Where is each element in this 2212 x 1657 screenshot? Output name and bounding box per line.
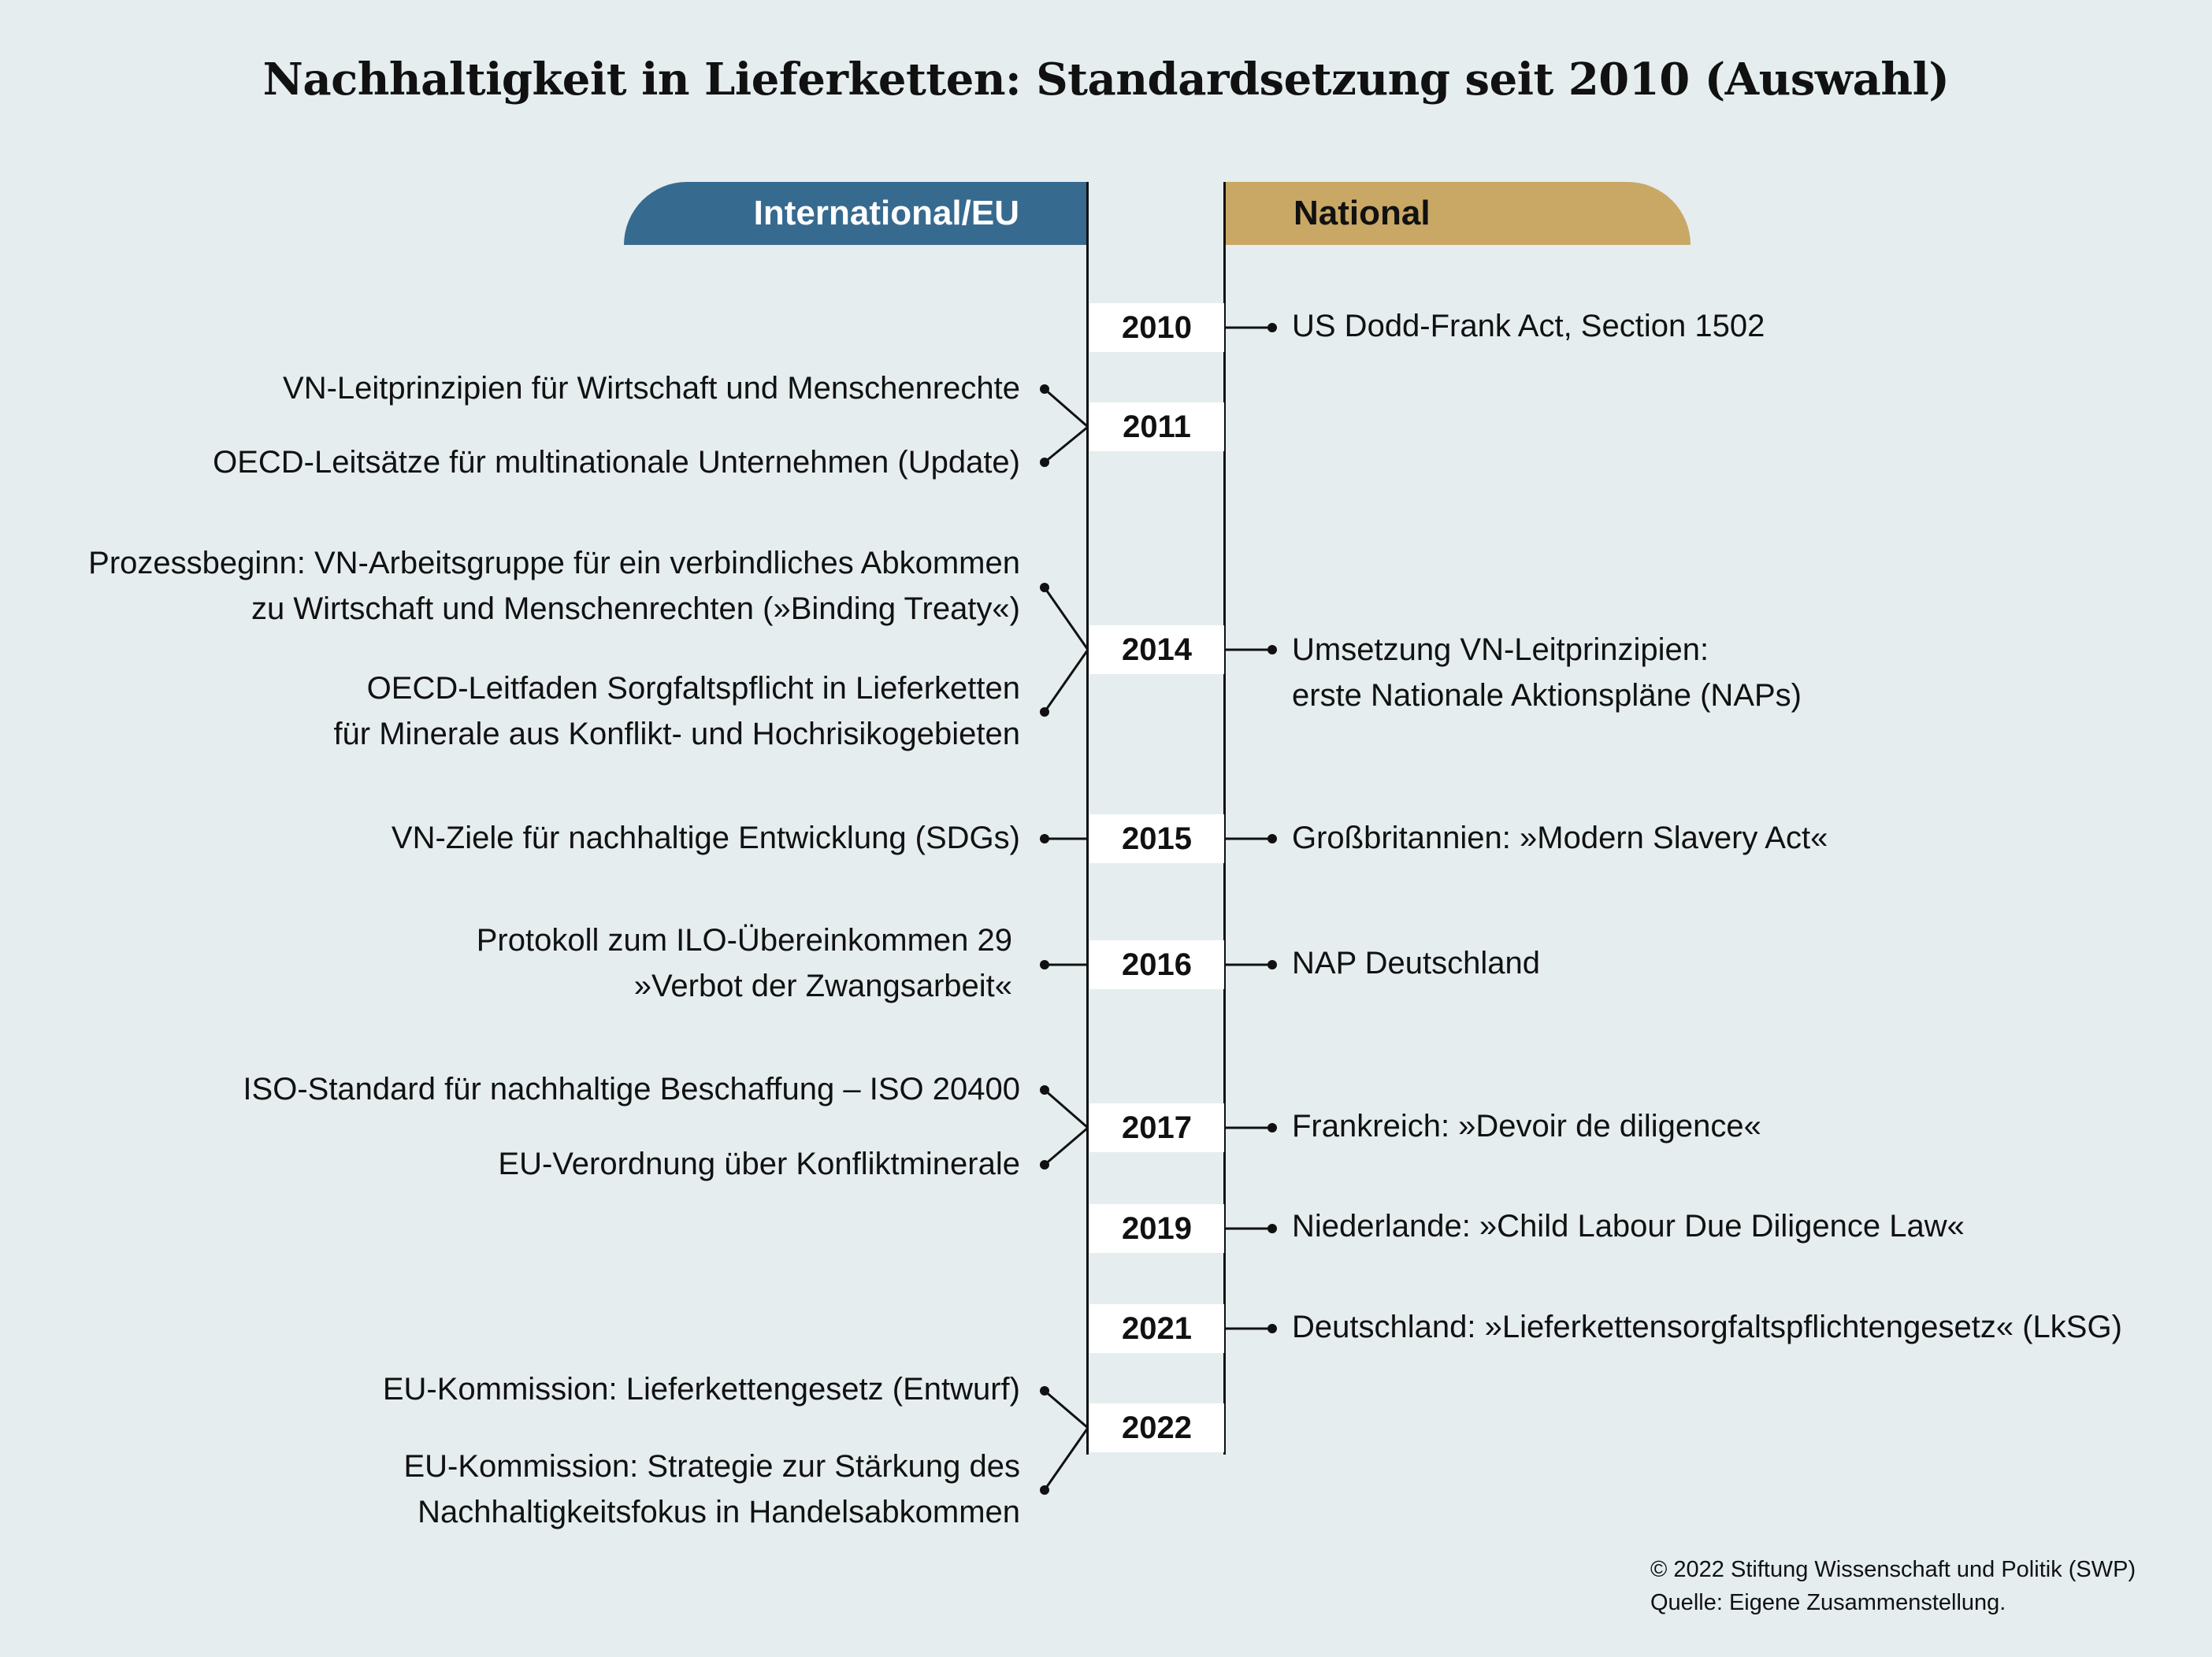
intl-2014-oecd-leitfaden-line2: für Minerale aus Konflikt- und Hochrisik… [333, 717, 1020, 751]
intl-2017-iso-20400: ISO-Standard für nachhaltige Beschaffung… [243, 1072, 1020, 1107]
footer-copyright: © 2022 Stiftung Wissenschaft und Politik… [1650, 1557, 2136, 1582]
year-2021: 2021 [1089, 1304, 1224, 1353]
nat-2019-child-labour: Niederlande: »Child Labour Due Diligence… [1292, 1209, 1965, 1244]
nat-2014-naps-line2: erste Nationale Aktionspläne (NAPs) [1292, 678, 1802, 713]
year-2015: 2015 [1089, 814, 1224, 863]
intl-2011-vn-leitprinzipien: VN-Leitprinzipien für Wirtschaft und Men… [283, 371, 1020, 406]
footer: © 2022 Stiftung Wissenschaft und Politik… [1650, 1553, 2136, 1619]
nat-2021-lksg: Deutschland: »Lieferkettensorgfaltspflic… [1292, 1310, 2122, 1344]
year-2022: 2022 [1089, 1403, 1224, 1452]
intl-2014-oecd-leitfaden-line1: OECD-Leitfaden Sorgfaltspflicht in Liefe… [366, 671, 1020, 706]
intl-2014-binding-treaty-line2: zu Wirtschaft und Menschenrechten (»Bind… [251, 591, 1020, 626]
year-2017: 2017 [1089, 1103, 1224, 1152]
year-2011: 2011 [1089, 402, 1224, 451]
intl-2022-strategie-line2: Nachhaltigkeitsfokus in Handelsabkommen [418, 1495, 1020, 1529]
intl-2014-binding-treaty-line1: Prozessbeginn: VN-Arbeitsgruppe für ein … [88, 546, 1020, 580]
nat-2015-modern-slavery-act: Großbritannien: »Modern Slavery Act« [1292, 821, 1828, 855]
intl-2015-sdgs: VN-Ziele für nachhaltige Entwicklung (SD… [391, 821, 1020, 855]
year-2014: 2014 [1089, 625, 1224, 674]
timeline-axis-right [1223, 182, 1226, 1455]
nat-2010-dodd-frank: US Dodd-Frank Act, Section 1502 [1292, 309, 1765, 343]
header-national: National [1226, 182, 1691, 245]
footer-source: Quelle: Eigene Zusammenstellung. [1650, 1590, 2006, 1615]
intl-2011-oecd-leitsaetze: OECD-Leitsätze für multinationale Untern… [213, 445, 1020, 480]
intl-2022-strategie-line1: EU-Kommission: Strategie zur Stärkung de… [403, 1449, 1020, 1484]
intl-2016-ilo-line2: »Verbot der Zwangsarbeit« [633, 969, 1012, 1003]
intl-2016-ilo-line1: Protokoll zum ILO-Übereinkommen 29 [476, 923, 1012, 958]
nat-2014-naps-line1: Umsetzung VN-Leitprinzipien: [1292, 632, 1709, 667]
year-2016: 2016 [1089, 940, 1224, 989]
year-2010: 2010 [1089, 303, 1224, 352]
page-title: Nachhaltigkeit in Lieferketten: Standard… [262, 54, 1950, 106]
intl-2017-eu-konfliktminerale: EU-Verordnung über Konfliktminerale [498, 1147, 1020, 1181]
nat-2016-nap-deutschland: NAP Deutschland [1292, 946, 1540, 980]
header-international: International/EU [624, 182, 1087, 245]
intl-2022-lieferkettengesetz: EU-Kommission: Lieferkettengesetz (Entwu… [382, 1372, 1020, 1407]
year-2019: 2019 [1089, 1204, 1224, 1253]
nat-2017-devoir-de-diligence: Frankreich: »Devoir de diligence« [1292, 1109, 1761, 1144]
timeline-axis-left [1086, 182, 1089, 1455]
